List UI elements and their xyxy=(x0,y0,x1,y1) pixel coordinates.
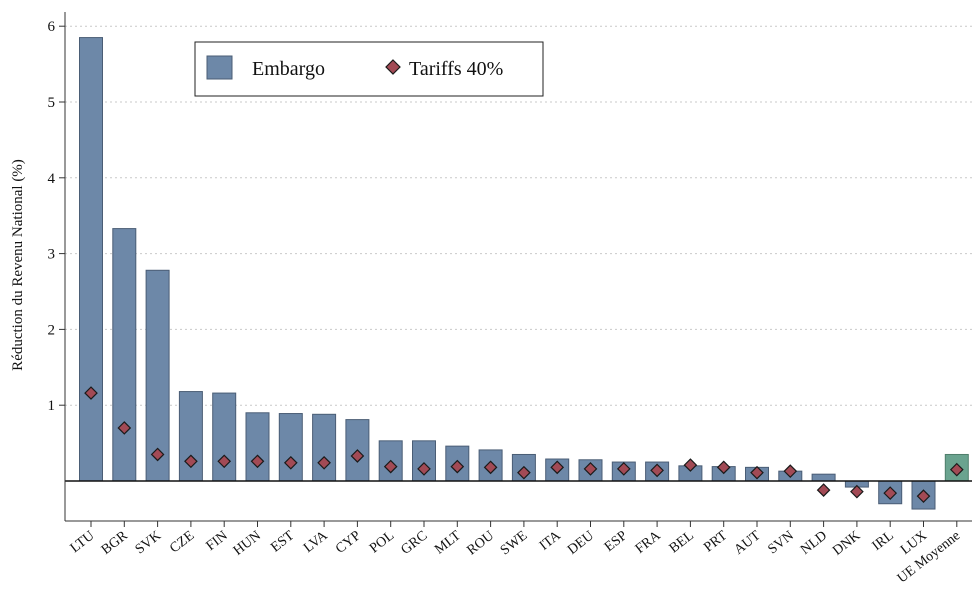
x-tick-label: ROU xyxy=(465,528,498,558)
x-tick-label: POL xyxy=(367,528,397,556)
x-tick-label: SWE xyxy=(498,528,531,558)
x-tick-label: ESP xyxy=(602,528,630,555)
y-axis-title: Réduction du Revenu National (%) xyxy=(10,159,26,371)
x-tick-label: DNK xyxy=(830,528,863,559)
x-tick-label: ITA xyxy=(537,528,564,554)
bar-lva xyxy=(313,414,336,481)
x-tick-label: DEU xyxy=(565,528,597,558)
x-tick-label: BGR xyxy=(99,528,131,558)
x-tick-label: NLD xyxy=(798,528,830,558)
x-tick-label: HUN xyxy=(231,528,264,559)
y-tick-label: 3 xyxy=(48,247,56,263)
x-tick-label: SVN xyxy=(765,528,796,557)
marker-nld xyxy=(818,484,830,496)
y-tick-label: 2 xyxy=(48,322,56,338)
x-tick-label: PRT xyxy=(701,528,730,555)
y-tick-label: 5 xyxy=(48,95,56,111)
bar-est xyxy=(279,414,302,481)
x-tick-label: GRC xyxy=(399,528,431,558)
bar-bgr xyxy=(113,229,136,481)
bar-ltu xyxy=(80,38,103,481)
legend-tariffs-label: Tariffs 40% xyxy=(409,58,503,80)
x-tick-label: BEL xyxy=(667,528,697,556)
y-tick-label: 1 xyxy=(48,398,56,414)
x-tick-label: FIN xyxy=(204,528,231,554)
x-tick-label: AUT xyxy=(732,528,764,558)
x-tick-label: FRA xyxy=(633,528,664,557)
y-tick-label: 6 xyxy=(48,19,56,35)
legend: Embargo Tariffs 40% xyxy=(195,42,543,96)
x-tick-label: SVK xyxy=(133,528,164,557)
x-tick-label: LVA xyxy=(301,528,331,556)
x-tick-label: CZE xyxy=(167,528,197,556)
x-tick-label: MLT xyxy=(432,528,464,557)
bar-nld xyxy=(812,474,835,481)
x-tick-label: IRL xyxy=(870,528,897,554)
legend-embargo-swatch xyxy=(207,56,232,79)
legend-embargo-label: Embargo xyxy=(252,58,325,80)
bar-hun xyxy=(246,413,269,481)
x-tick-label: CYP xyxy=(333,528,364,557)
x-tick-label: EST xyxy=(268,528,297,555)
x-tick-label: UE Moyenne xyxy=(895,528,963,586)
y-tick-label: 4 xyxy=(48,171,56,187)
embargo-bars xyxy=(80,38,969,509)
x-tick-label: LTU xyxy=(68,528,98,556)
